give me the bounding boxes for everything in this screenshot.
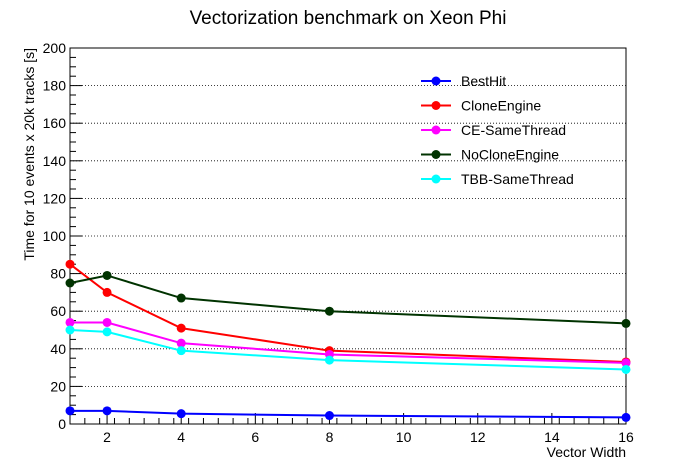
legend-label: NoCloneEngine xyxy=(461,147,559,163)
data-point xyxy=(102,327,112,337)
x-tick-label: 8 xyxy=(326,429,334,445)
x-axis-label: Vector Width xyxy=(547,444,626,460)
x-tick-label: 12 xyxy=(470,429,486,445)
y-tick-label: 100 xyxy=(43,228,67,244)
series-nocloneengine xyxy=(65,270,631,328)
x-tick-label: 2 xyxy=(103,429,111,445)
y-tick-label: 180 xyxy=(43,78,67,94)
data-point xyxy=(621,364,631,374)
data-point xyxy=(621,412,631,422)
y-tick-label: 60 xyxy=(50,303,66,319)
data-point xyxy=(102,270,112,280)
legend-label: CloneEngine xyxy=(461,98,541,114)
legend-item: TBB-SameThread xyxy=(421,171,574,187)
data-point xyxy=(621,358,631,368)
legend-marker xyxy=(431,76,441,86)
data-point xyxy=(176,338,186,348)
x-tick-label: 14 xyxy=(544,429,560,445)
legend-label: BestHit xyxy=(461,73,506,89)
data-point xyxy=(324,355,334,365)
legend: BestHit CloneEngine CE-SameThread NoCloneEn… xyxy=(421,73,574,187)
data-point xyxy=(65,317,75,327)
data-point xyxy=(176,293,186,303)
legend-item: CE-SameThread xyxy=(421,122,566,138)
data-point xyxy=(65,278,75,288)
x-tick-label: 10 xyxy=(396,429,412,445)
x-axis-ticks: 2 4 6 8 10 12 14 16 xyxy=(69,413,634,445)
y-tick-label: 80 xyxy=(50,266,66,282)
data-point xyxy=(324,411,334,421)
y-tick-label: 160 xyxy=(43,115,67,131)
data-point xyxy=(65,406,75,416)
series-besthit xyxy=(65,406,631,422)
series-tbb-samethread xyxy=(65,325,631,374)
series-line xyxy=(69,263,627,363)
legend-marker xyxy=(431,174,441,184)
series-ce-samethread xyxy=(65,317,631,368)
y-tick-label: 140 xyxy=(43,153,67,169)
data-point xyxy=(102,317,112,327)
data-point xyxy=(102,406,112,416)
data-point xyxy=(65,325,75,335)
data-point xyxy=(324,306,334,316)
y-axis-ticks: 0 20 40 60 80 100 120 140 160 180 200 xyxy=(43,40,82,432)
legend-item: CloneEngine xyxy=(421,98,541,114)
legend-marker xyxy=(431,101,441,110)
legend-label: CE-SameThread xyxy=(461,122,566,138)
data-point xyxy=(621,318,631,328)
y-tick-label: 200 xyxy=(43,40,67,56)
data-point xyxy=(176,409,186,419)
legend-item: BestHit xyxy=(421,73,506,89)
x-tick-label: 4 xyxy=(177,429,185,445)
x-tick-label: 6 xyxy=(251,429,259,445)
legend-item: NoCloneEngine xyxy=(421,147,559,163)
chart-title: Vectorization benchmark on Xeon Phi xyxy=(190,8,507,29)
x-tick-label: 16 xyxy=(618,429,634,445)
series-line xyxy=(70,409,627,419)
y-axis-label: Time for 10 events x 20k tracks [s] xyxy=(21,48,37,261)
series-line xyxy=(69,274,627,325)
legend-label: TBB-SameThread xyxy=(461,171,574,187)
y-tick-label: 120 xyxy=(43,190,67,206)
legend-marker xyxy=(431,125,441,135)
data-point xyxy=(102,287,112,297)
y-tick-label: 20 xyxy=(50,378,66,394)
data-point xyxy=(65,259,75,269)
y-tick-label: 0 xyxy=(58,416,66,432)
data-point xyxy=(176,346,186,356)
y-tick-label: 40 xyxy=(50,341,66,357)
legend-marker xyxy=(431,150,441,159)
series-group xyxy=(65,259,631,422)
series-cloneengine xyxy=(65,259,631,367)
data-point xyxy=(176,323,186,333)
